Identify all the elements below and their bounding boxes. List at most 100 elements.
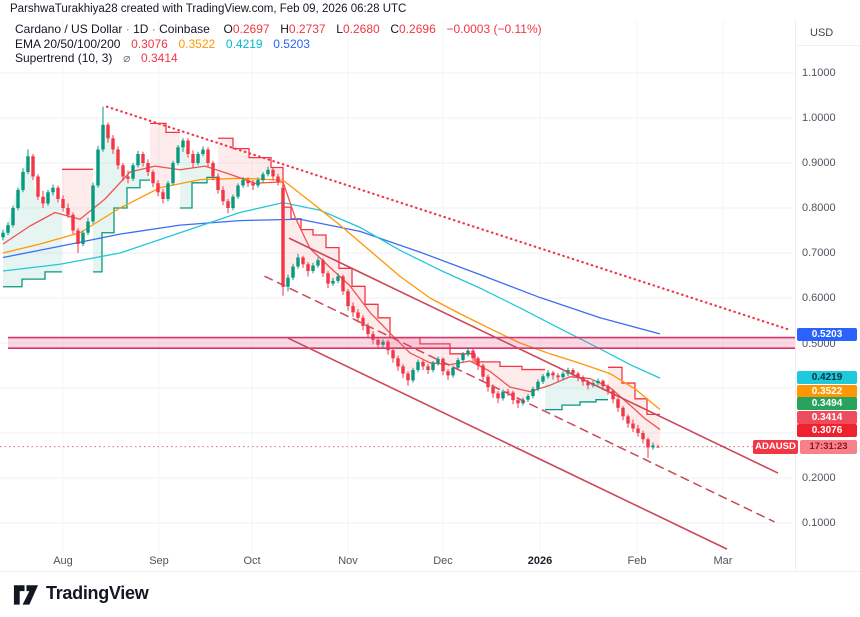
candle-body [366, 325, 370, 334]
supertrend-line-down [150, 122, 180, 134]
candle-body [311, 265, 315, 271]
descending-dotted-trendline[interactable] [105, 105, 792, 332]
price-tick-label: 1.1000 [802, 67, 836, 79]
channel-lower-line[interactable] [287, 337, 728, 550]
chart-legend: Cardano / US Dollar · 1D · Coinbase O0.2… [15, 22, 542, 67]
candle-body [401, 366, 405, 374]
candle-body [426, 366, 430, 370]
time-axis-label-sep: Sep [149, 555, 169, 567]
candle-body [641, 433, 645, 440]
candle-body [621, 407, 625, 417]
candle-body [216, 176, 220, 190]
supertrend-fill-up [180, 140, 218, 208]
candle-body [151, 172, 155, 184]
candle-body [231, 196, 235, 208]
candle-body [326, 273, 330, 284]
candle-body [636, 428, 640, 433]
candle-body [186, 140, 190, 154]
candle-body [606, 386, 610, 391]
ema20-badge: 0.3076 [797, 423, 857, 437]
candle-body [321, 260, 325, 274]
supertrend-fill-down [62, 169, 93, 244]
candle-body [181, 140, 185, 148]
time-axis-label-dec: Dec [433, 555, 453, 567]
timeframe-label[interactable]: 1D [133, 22, 149, 36]
candle-body [481, 365, 485, 377]
time-axis-label-oct: Oct [243, 555, 261, 567]
ema20-value: 0.3076 [131, 36, 168, 51]
time-axis-label-nov: Nov [338, 555, 358, 567]
candle-body [166, 183, 170, 199]
time-axis-label-2026: 2026 [527, 555, 553, 567]
tradingview-logo[interactable]: TradingView [12, 581, 149, 605]
candle-body [431, 363, 435, 370]
candle-body [146, 163, 150, 172]
candle-body [341, 276, 345, 292]
candle-body [86, 221, 90, 233]
plot-area[interactable] [0, 20, 795, 553]
supertrend-fill-down [218, 138, 545, 404]
price-scale-currency: USD [810, 27, 834, 39]
ema50-badge: 0.3522 [797, 384, 857, 398]
time-axis-label-feb: Feb [627, 555, 647, 567]
channel-mid-dashed-line[interactable] [264, 275, 775, 523]
candle-body [226, 201, 230, 208]
ema100-value: 0.4219 [225, 36, 263, 51]
candle-body [296, 257, 300, 267]
close-value: 0.2696 [399, 22, 436, 36]
candle-body [121, 165, 125, 177]
candle-body [251, 183, 255, 186]
candle-body [266, 169, 270, 175]
candle-body [136, 154, 140, 166]
candle-body [601, 380, 605, 387]
ema-status-row[interactable]: EMA 20/50/100/200 0.3076 0.3522 0.4219 0… [15, 36, 542, 52]
candle-body [556, 375, 560, 378]
candle-body [406, 373, 410, 381]
tradingview-logo-icon [13, 585, 39, 605]
candle-body [511, 392, 515, 401]
candle-body [66, 208, 70, 215]
candle-body [6, 225, 10, 233]
candle-body [441, 358, 445, 372]
channel-upper-line[interactable] [288, 237, 779, 474]
green-indicator-badge: 0.3494 [797, 396, 857, 410]
price-scale-border [795, 20, 796, 572]
candle-body [36, 176, 40, 197]
candle-body [46, 192, 50, 204]
candle-body [246, 180, 250, 184]
candle-body [241, 180, 245, 186]
candle-body [256, 180, 260, 186]
candle-body [461, 354, 465, 361]
high-value: 0.2737 [288, 22, 326, 36]
supertrend-fill-up [93, 124, 150, 272]
candle-body [336, 276, 340, 281]
supply-zone-band[interactable] [8, 337, 795, 349]
candle-body [276, 176, 280, 182]
candle-body [496, 393, 500, 399]
candle-body [571, 370, 575, 374]
candle-body [436, 358, 440, 364]
exchange-label: Coinbase [159, 22, 210, 36]
candle-body [281, 187, 285, 287]
candle-body [381, 341, 385, 345]
price-tick-label: 0.1000 [802, 517, 836, 529]
candle-body [631, 423, 635, 429]
candle-body [1, 232, 5, 238]
candle-body [361, 317, 365, 326]
candle-body [306, 264, 310, 271]
candle-body [471, 350, 475, 359]
symbol-status-row[interactable]: Cardano / US Dollar · 1D · Coinbase O0.2… [15, 22, 542, 36]
candle-body [51, 187, 55, 193]
candle-body [31, 156, 35, 177]
supertrend-value: 0.3414 [141, 51, 178, 65]
candle-body [81, 232, 85, 244]
supertrend-status-row[interactable]: Supertrend (10, 3) ⌀ 0.3414 [15, 51, 542, 66]
candle-body [531, 388, 535, 397]
candle-body [466, 350, 470, 355]
candle-body [536, 381, 540, 389]
time-axis-label-mar: Mar [713, 555, 733, 567]
supertrend-label: Supertrend (10, 3) [15, 51, 113, 65]
candle-body [171, 163, 175, 184]
bar-countdown-badge: 17:31:23 [800, 440, 857, 454]
